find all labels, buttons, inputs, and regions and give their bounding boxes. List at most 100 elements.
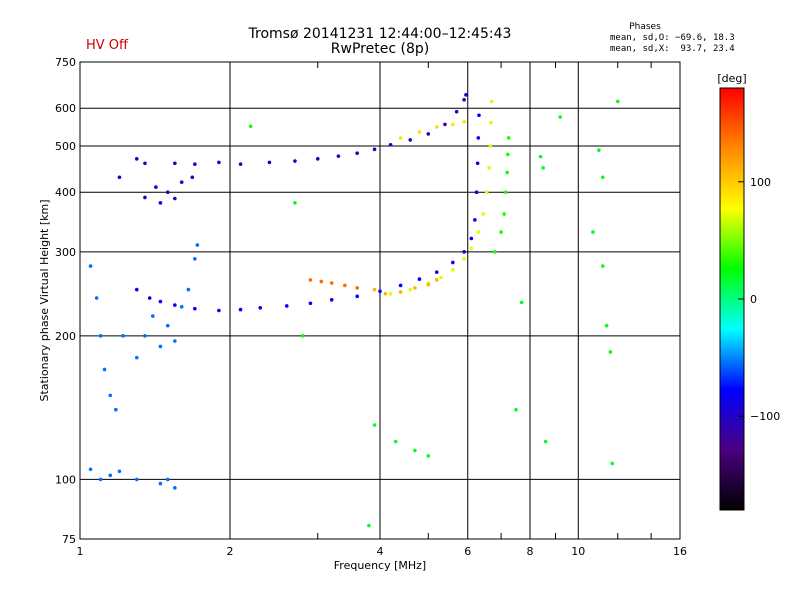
y-tick-label: 600 xyxy=(55,102,76,115)
data-point xyxy=(186,287,191,292)
data-point xyxy=(476,230,481,234)
data-point xyxy=(601,175,605,180)
data-point xyxy=(355,151,359,155)
data-point xyxy=(143,195,147,200)
data-point xyxy=(117,175,122,180)
data-point xyxy=(114,407,118,412)
data-point xyxy=(469,246,474,251)
data-point xyxy=(301,334,305,338)
chart-title: Tromsø 20141231 12:44:00–12:45:43 xyxy=(248,26,512,42)
data-point xyxy=(173,486,177,490)
data-point xyxy=(193,306,197,311)
colorbar-tick-label: 100 xyxy=(750,176,771,189)
x-tick-label: 4 xyxy=(377,545,384,558)
data-point xyxy=(474,190,479,195)
data-point xyxy=(388,142,393,147)
data-point xyxy=(355,286,359,290)
data-point xyxy=(308,278,313,282)
data-point xyxy=(408,138,413,142)
data-point xyxy=(506,136,511,140)
data-point xyxy=(98,334,103,338)
y-tick-label: 750 xyxy=(55,56,76,69)
colorbar-label: [deg] xyxy=(717,72,746,85)
data-point xyxy=(134,477,139,482)
x-axis-label: Frequency [MHz] xyxy=(334,559,426,572)
data-point xyxy=(443,122,447,127)
data-point xyxy=(393,439,398,444)
data-point xyxy=(284,304,289,308)
data-point xyxy=(473,218,477,222)
data-point xyxy=(451,260,455,265)
data-point xyxy=(489,99,494,104)
data-point xyxy=(398,283,403,288)
y-tick-label: 300 xyxy=(55,246,76,259)
data-point xyxy=(541,166,545,170)
data-point xyxy=(503,190,508,195)
data-point xyxy=(462,119,466,124)
data-point xyxy=(426,282,431,287)
data-point xyxy=(398,136,403,140)
colorbar-tick-label: 0 xyxy=(750,293,757,306)
data-point xyxy=(117,469,122,474)
data-point xyxy=(329,281,334,285)
data-point xyxy=(343,283,347,288)
data-point xyxy=(147,296,152,300)
data-point xyxy=(487,166,491,170)
y-tick-label: 400 xyxy=(55,186,76,199)
data-point xyxy=(158,201,163,205)
x-tick-label: 10 xyxy=(571,545,585,558)
x-tick-label: 1 xyxy=(77,545,84,558)
data-point xyxy=(505,152,510,157)
data-point xyxy=(417,277,422,281)
data-point xyxy=(151,314,155,318)
data-point xyxy=(293,159,297,163)
data-point xyxy=(615,99,620,104)
y-tick-label: 200 xyxy=(55,330,76,343)
x-mode-stats: mean, sd,X: 93.7, 23.4 xyxy=(610,44,735,54)
data-point xyxy=(94,296,99,300)
data-point xyxy=(372,147,377,152)
x-tick-label: 16 xyxy=(673,545,687,558)
data-point xyxy=(190,175,195,180)
data-point xyxy=(258,305,263,310)
data-point xyxy=(134,355,139,360)
data-point xyxy=(165,323,170,328)
data-point xyxy=(558,115,563,119)
data-point xyxy=(217,160,221,165)
data-point xyxy=(102,367,107,372)
data-point xyxy=(454,109,459,114)
data-point xyxy=(608,350,613,354)
data-point xyxy=(434,125,439,129)
y-tick-label: 75 xyxy=(62,533,76,546)
x-tick-label: 6 xyxy=(464,545,471,558)
data-point xyxy=(493,250,497,254)
data-point xyxy=(329,297,334,302)
data-point xyxy=(315,157,320,161)
data-point xyxy=(484,190,489,195)
data-point xyxy=(519,300,524,305)
data-point xyxy=(378,289,382,294)
data-point xyxy=(367,523,371,528)
data-point xyxy=(195,243,200,247)
data-point xyxy=(134,287,139,292)
data-point xyxy=(408,287,413,292)
data-point xyxy=(193,162,197,166)
data-point xyxy=(610,461,615,466)
data-point xyxy=(158,299,163,304)
data-point xyxy=(502,212,506,216)
data-point xyxy=(336,154,341,158)
data-point xyxy=(462,257,466,261)
data-point xyxy=(481,212,486,216)
data-point xyxy=(173,161,177,166)
data-point xyxy=(179,305,184,309)
data-point xyxy=(388,291,393,296)
data-point xyxy=(434,278,439,282)
data-point xyxy=(462,97,466,102)
data-point xyxy=(469,236,474,241)
data-point xyxy=(193,257,197,261)
data-point xyxy=(293,201,297,205)
data-point xyxy=(451,268,455,272)
data-point xyxy=(355,294,359,299)
data-point xyxy=(143,161,147,166)
